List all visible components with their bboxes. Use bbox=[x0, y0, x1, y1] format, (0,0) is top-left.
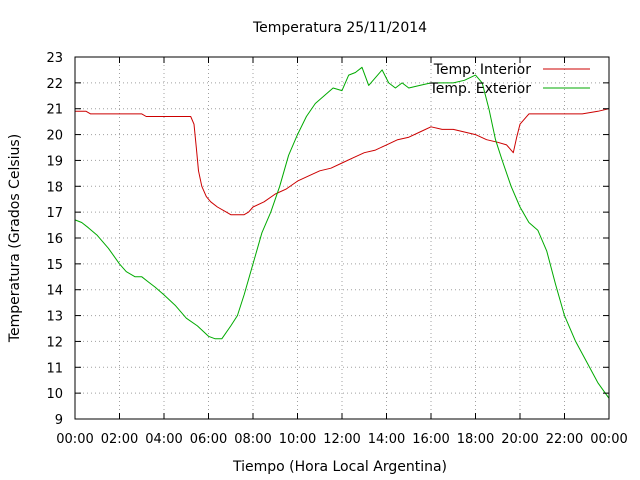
y-tick-label: 23 bbox=[46, 51, 63, 66]
legend-label-exterior: Temp. Exterior bbox=[429, 81, 532, 97]
y-tick-label: 18 bbox=[46, 180, 63, 195]
x-tick-label: 18:00 bbox=[457, 432, 494, 447]
x-tick-label: 14:00 bbox=[368, 432, 405, 447]
series-line-exterior bbox=[74, 66, 610, 399]
legend-label-interior: Temp. Interior bbox=[433, 62, 532, 78]
x-tick-label: 04:00 bbox=[145, 432, 182, 447]
series-lines bbox=[74, 66, 610, 399]
y-tick-label: 21 bbox=[46, 103, 63, 118]
x-tick-label: 00:00 bbox=[56, 432, 93, 447]
axis-ticks: 00:00 02:00 04:00 06:00 08:00 10:00 12:00 14:00… bbox=[46, 51, 627, 447]
y-tick-label: 9 bbox=[55, 413, 63, 428]
y-tick-label: 17 bbox=[46, 206, 63, 221]
legend: Temp. Interior Temp. Exterior bbox=[429, 62, 590, 97]
x-tick-label: 10:00 bbox=[279, 432, 316, 447]
y-tick-label: 19 bbox=[46, 154, 63, 169]
x-tick-label: 16:00 bbox=[412, 432, 449, 447]
y-axis-label: Temperatura (Grados Celsius) bbox=[7, 134, 23, 343]
x-tick-label: 08:00 bbox=[234, 432, 271, 447]
x-axis-label: Tiempo (Hora Local Argentina) bbox=[232, 459, 447, 475]
y-tick-label: 11 bbox=[46, 361, 63, 376]
x-tick-label: 02:00 bbox=[101, 432, 138, 447]
x-tick-label: 00:00 bbox=[590, 432, 627, 447]
y-tick-label: 14 bbox=[46, 284, 63, 299]
y-tick-label: 20 bbox=[46, 129, 63, 144]
y-tick-label: 16 bbox=[46, 232, 63, 247]
chart-title: Temperatura 25/11/2014 bbox=[252, 20, 427, 36]
x-tick-label: 06:00 bbox=[190, 432, 227, 447]
y-tick-label: 12 bbox=[46, 335, 63, 350]
grid-lines bbox=[75, 57, 609, 419]
x-tick-label: 22:00 bbox=[546, 432, 583, 447]
series-line-interior bbox=[75, 108, 610, 216]
y-tick-label: 15 bbox=[46, 258, 63, 273]
x-tick-label: 20:00 bbox=[501, 432, 538, 447]
y-tick-label: 13 bbox=[46, 310, 63, 325]
y-tick-label: 10 bbox=[46, 387, 63, 402]
y-tick-label: 22 bbox=[46, 77, 63, 92]
x-tick-label: 12:00 bbox=[323, 432, 360, 447]
